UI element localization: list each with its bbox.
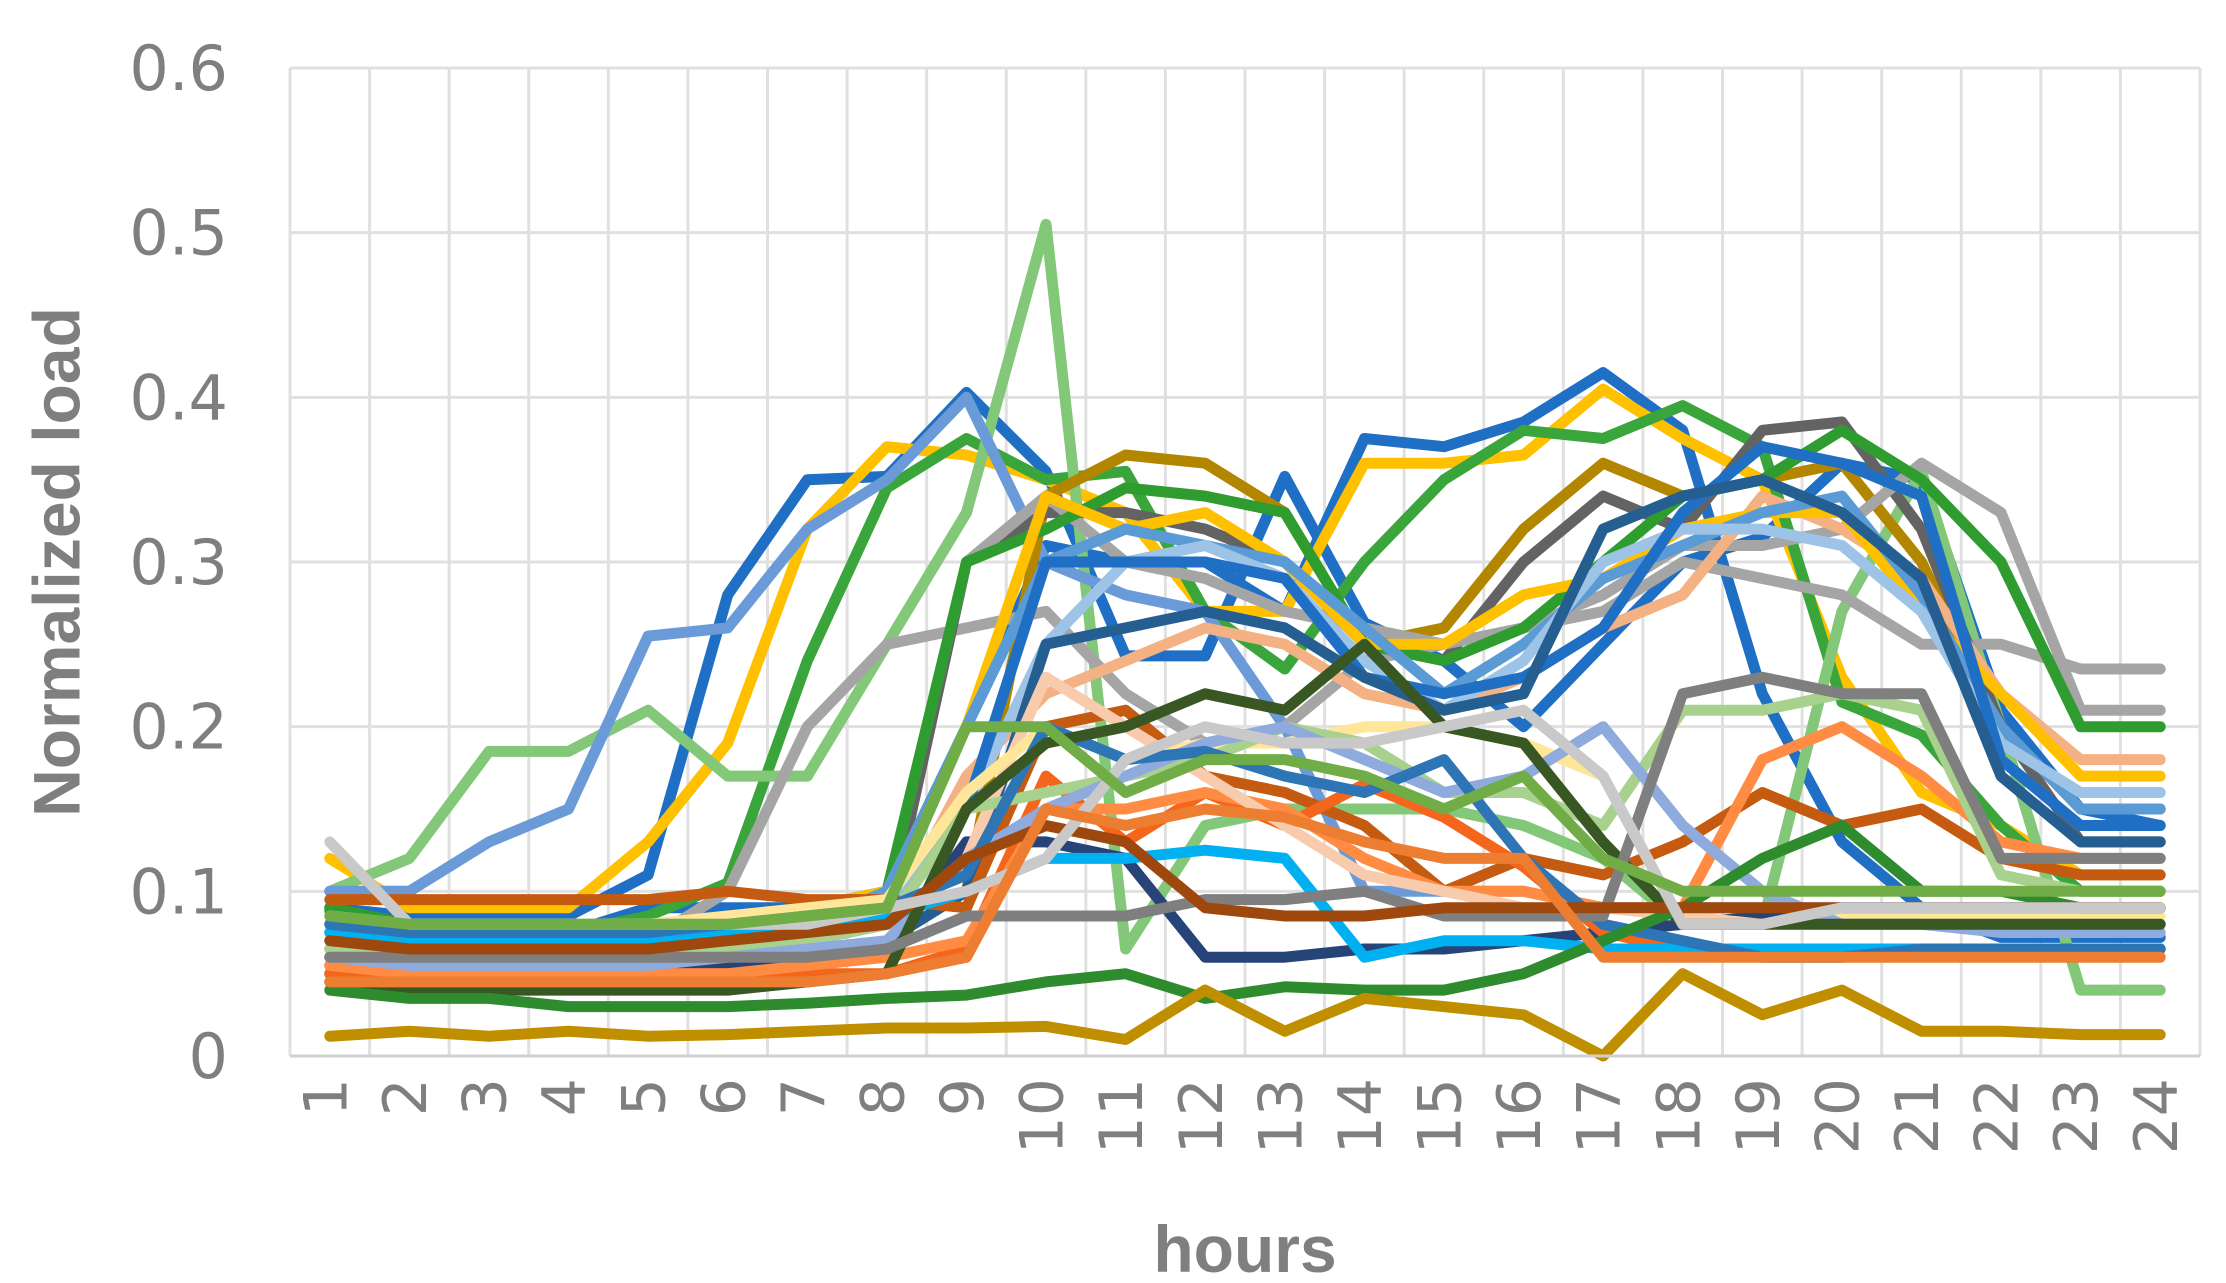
x-tick-label: 12 xyxy=(1167,1078,1237,1154)
x-axis-label: hours xyxy=(1153,1212,1336,1283)
series-line-28 xyxy=(324,638,2166,996)
x-tick-label: 19 xyxy=(1724,1078,1794,1154)
series-lines xyxy=(324,218,2166,1062)
x-tick-label: 4 xyxy=(530,1078,600,1116)
x-tick-label: 20 xyxy=(1803,1078,1873,1154)
series-line-19 xyxy=(324,704,2166,914)
series-line-2 xyxy=(324,367,2166,943)
y-axis-label: Normalized load xyxy=(19,307,93,817)
x-tick-label: 10 xyxy=(1008,1078,1078,1154)
y-tick-label: 0.2 xyxy=(129,691,228,764)
x-tick-label: 17 xyxy=(1565,1078,1635,1154)
x-tick-label: 7 xyxy=(769,1078,839,1116)
x-tick-label: 11 xyxy=(1087,1078,1157,1154)
x-tick-label: 14 xyxy=(1326,1078,1396,1154)
x-tick-label: 22 xyxy=(1963,1078,2033,1154)
x-tick-label: 13 xyxy=(1246,1078,1316,1154)
x-tick-label: 1 xyxy=(291,1078,361,1116)
x-tick-label: 21 xyxy=(1883,1078,1953,1154)
series-line-31 xyxy=(324,671,2166,963)
y-tick-label: 0.6 xyxy=(129,32,228,105)
x-tick-label: 23 xyxy=(2042,1078,2112,1154)
series-line-35 xyxy=(324,803,2166,988)
x-tick-label: 18 xyxy=(1644,1078,1714,1154)
series-line-26 xyxy=(324,844,2166,963)
series-line-34 xyxy=(324,721,2166,930)
x-tick-labels: 1 2 3 4 5 6 7 8 9 10 11 12 13 14 15 16 17 18 19 20 21 22 23 24 xyxy=(291,1078,2191,1154)
y-tick-label: 0.5 xyxy=(129,197,228,270)
series-line-29 xyxy=(324,820,2166,1013)
x-tick-label: 6 xyxy=(689,1078,759,1116)
x-tick-label: 15 xyxy=(1406,1078,1476,1154)
y-tick-label: 0.3 xyxy=(129,526,228,599)
x-tick-label: 16 xyxy=(1485,1078,1555,1154)
series-line-30 xyxy=(324,968,2166,1062)
x-tick-label: 9 xyxy=(928,1078,998,1116)
y-tick-label: 0.4 xyxy=(129,361,228,434)
y-tick-label: 0 xyxy=(189,1020,228,1093)
y-tick-labels: 0 0.1 0.2 0.3 0.4 0.5 0.6 xyxy=(129,32,228,1093)
x-tick-label: 3 xyxy=(451,1078,521,1116)
x-tick-label: 5 xyxy=(610,1078,680,1116)
x-tick-label: 24 xyxy=(2122,1078,2192,1154)
x-tick-label: 8 xyxy=(848,1078,918,1116)
y-tick-label: 0.1 xyxy=(129,855,228,928)
x-tick-label: 2 xyxy=(371,1078,441,1116)
